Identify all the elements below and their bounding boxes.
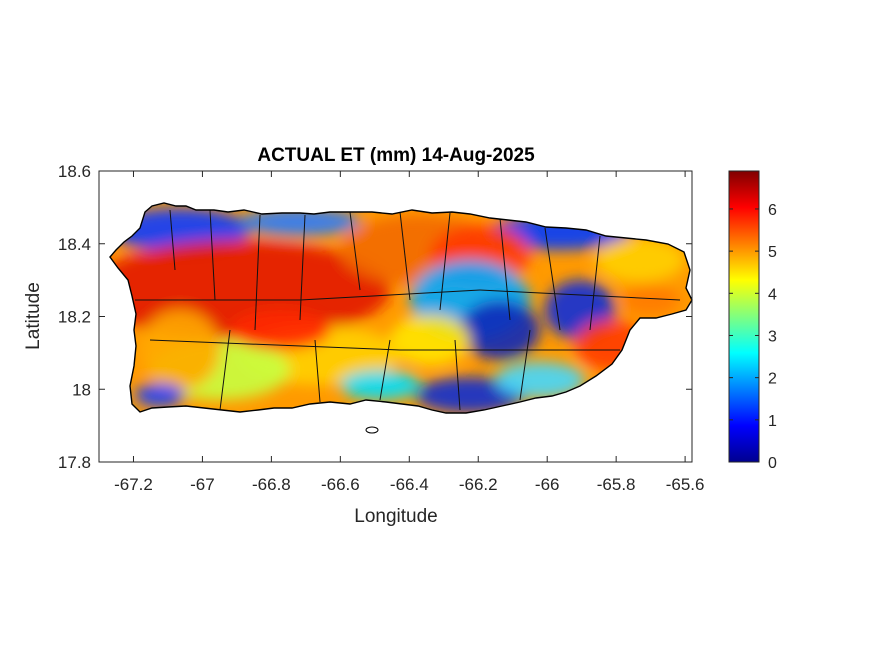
x-tick-label: -65.8 xyxy=(597,475,636,494)
x-tick-label: -66.2 xyxy=(459,475,498,494)
heatmap-blob xyxy=(390,315,470,365)
municipal-boundary xyxy=(454,339,461,411)
y-axis: 17.8 18 18.2 18.4 18.6 xyxy=(58,162,692,472)
municipal-boundary xyxy=(439,212,451,311)
municipal-boundary xyxy=(499,217,511,321)
municipal-boundary xyxy=(399,211,411,301)
x-tick-label: -66.8 xyxy=(252,475,291,494)
municipal-boundary xyxy=(349,211,361,291)
colorbar-tick-label: 6 xyxy=(768,202,777,219)
chart-title: ACTUAL ET (mm) 14-Aug-2025 xyxy=(257,145,535,166)
colorbar-tick-label: 3 xyxy=(768,328,777,345)
y-tick-label: 17.8 xyxy=(58,453,91,472)
x-tick-label: -66.6 xyxy=(321,475,360,494)
heatmap-blobs xyxy=(110,208,685,413)
heatmap-blob xyxy=(135,383,185,407)
colorbar-tick-label: 0 xyxy=(768,455,777,472)
heatmap-blob xyxy=(620,285,680,315)
heatmap-blob xyxy=(460,300,540,360)
y-tick-label: 18.4 xyxy=(58,235,91,254)
et-heatmap xyxy=(109,202,693,434)
y-tick-label: 18 xyxy=(72,380,91,399)
colorbar-tick-label: 1 xyxy=(768,413,777,430)
municipal-boundary xyxy=(219,329,231,411)
heatmap-blob xyxy=(240,208,360,236)
colorbar-gradient xyxy=(728,170,760,463)
municipal-boundary xyxy=(314,339,321,403)
heatmap-blob xyxy=(340,370,420,400)
municipal-boundary xyxy=(209,209,216,301)
colorbar-tick-label: 2 xyxy=(768,371,777,388)
heatmap-fill xyxy=(110,203,692,413)
x-axis-label: Longitude xyxy=(354,506,437,527)
municipal-boundary xyxy=(589,235,601,331)
colorbar-ticks: 0 1 2 3 4 5 6 xyxy=(729,202,777,472)
heatmap-blob xyxy=(495,362,585,398)
heatmap-blob xyxy=(415,377,525,413)
coastline xyxy=(109,202,693,414)
y-axis-label: Latitude xyxy=(23,282,44,350)
municipal-boundaries xyxy=(135,209,681,411)
heatmap-blob xyxy=(140,310,220,390)
municipal-boundary xyxy=(149,339,401,351)
x-tick-label: -67.2 xyxy=(114,475,153,494)
colorbar-tick-label: 5 xyxy=(768,244,777,261)
y-tick-label: 18.2 xyxy=(58,308,91,327)
caja-de-muertos-island xyxy=(365,426,379,434)
municipal-boundary xyxy=(519,329,531,401)
colorbar: 0 1 2 3 4 5 6 xyxy=(728,170,777,472)
municipal-boundary xyxy=(544,227,561,331)
x-tick-label: -66.4 xyxy=(390,475,429,494)
x-tick-label: -66 xyxy=(535,475,560,494)
x-tick-label: -65.6 xyxy=(666,475,705,494)
municipal-boundary xyxy=(479,289,681,301)
y-tick-label: 18.6 xyxy=(58,162,91,181)
colorbar-tick-label: 4 xyxy=(768,286,777,303)
heatmap-blob xyxy=(575,320,645,370)
x-axis: -67.2 -67 -66.8 -66.6 -66.4 -66.2 -66 -65.8 -65.… xyxy=(114,171,704,494)
municipal-boundary xyxy=(379,339,391,401)
x-tick-label: -67 xyxy=(190,475,215,494)
municipal-boundary xyxy=(299,289,481,301)
municipal-boundary xyxy=(299,214,306,321)
heatmap-blob xyxy=(595,238,685,282)
municipal-boundary xyxy=(254,214,261,331)
municipal-boundary xyxy=(169,209,176,271)
